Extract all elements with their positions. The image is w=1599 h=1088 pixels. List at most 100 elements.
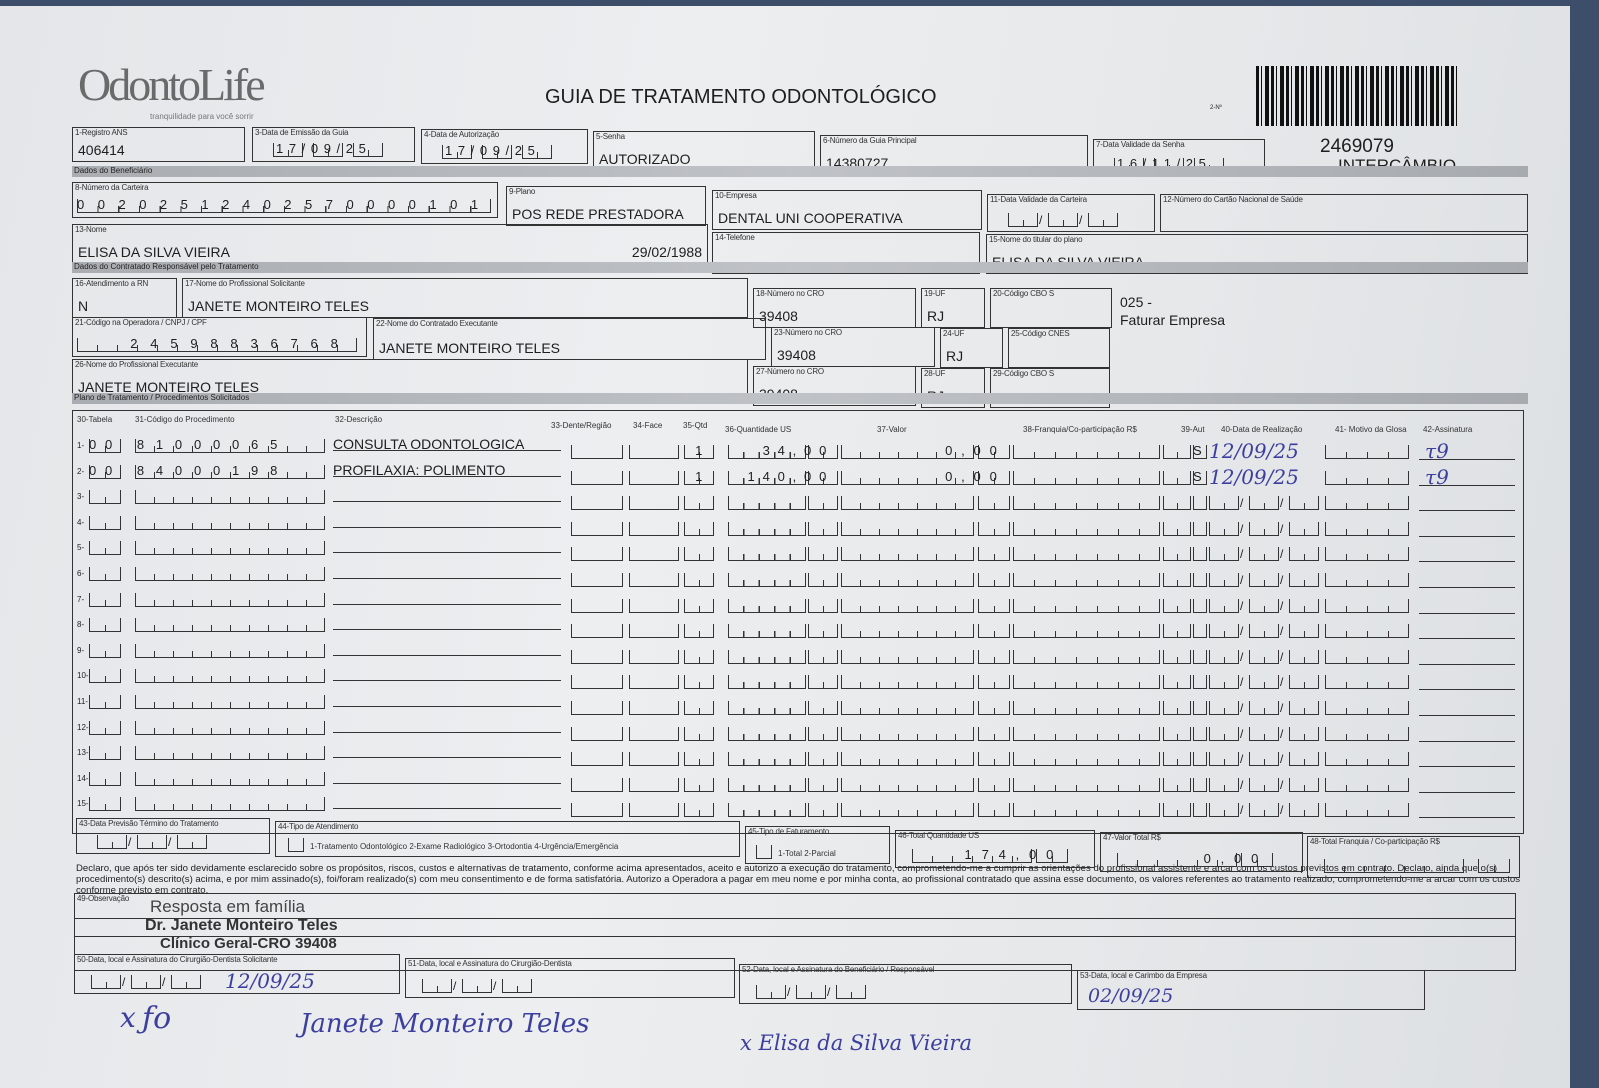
total-us-field[interactable]: 46-Total Quantidade US 174,00 [895,830,1095,868]
tooth-region[interactable] [571,470,623,485]
face[interactable] [629,701,679,715]
procedure-code[interactable] [135,669,325,684]
procedure-code[interactable] [135,746,325,761]
company-stamp-field[interactable]: 53-Data, local e Carimbo da Empresa 02/09… [1077,970,1425,1010]
copay-int[interactable] [1013,649,1160,664]
authorization-date-field-value-part[interactable] [522,145,552,159]
value-dec[interactable] [978,496,1010,511]
gloss-reason[interactable] [1325,521,1409,536]
authorized[interactable] [1193,496,1207,511]
authorized[interactable] [1193,752,1207,767]
value-dec[interactable] [978,445,1010,459]
copay-dec[interactable] [1163,598,1191,613]
gloss-reason[interactable] [1325,803,1409,818]
us-quantity-dec[interactable] [808,470,838,485]
realization-date-part[interactable] [1249,701,1279,715]
us-quantity-int[interactable] [728,701,806,715]
quantity[interactable] [684,496,714,511]
card-validity-field-value-part[interactable] [1008,213,1038,227]
us-quantity-int[interactable] [728,521,806,536]
beneficiary-signature-field[interactable]: 52-Data, local e Assinatura do Beneficiá… [739,964,1072,1004]
authorization-date-field-value-part[interactable] [442,145,472,159]
service-type-box[interactable] [288,838,304,852]
copay-int[interactable] [1013,496,1160,511]
procedure-code[interactable] [135,797,325,812]
realization-date-part[interactable] [1289,624,1319,639]
realization-date-part[interactable] [1209,803,1239,818]
realization-date-part[interactable] [1289,752,1319,767]
gloss-reason[interactable] [1325,573,1409,587]
us-quantity-dec[interactable] [808,649,838,664]
us-quantity-dec[interactable] [808,547,838,562]
us-quantity-dec[interactable] [808,496,838,511]
total-copay-field[interactable]: 48-Total Franquia / Co-participação R$ [1307,836,1520,878]
face[interactable] [629,598,679,613]
copay-int[interactable] [1013,547,1160,562]
observation-field[interactable]: 49-Observação [74,893,1516,971]
emission-date-field-value-part[interactable] [313,143,343,157]
authorized[interactable] [1193,624,1207,639]
tooth-region[interactable] [571,445,623,459]
gloss-reason[interactable] [1325,598,1409,613]
cns-field[interactable]: 12-Número do Cartão Nacional de Saúde [1160,194,1528,232]
realization-date-part[interactable] [1249,803,1279,818]
realization-date-part[interactable] [1249,598,1279,613]
tooth-region[interactable] [571,496,623,511]
copay-dec[interactable] [1163,445,1191,459]
total-value-dec[interactable] [1241,853,1273,867]
table-code[interactable] [89,771,121,786]
us-quantity-int[interactable] [728,777,806,792]
authorization-date-field-value-part[interactable] [482,145,512,159]
cro-23-field[interactable]: 23-Número no CRO 39408 [771,327,935,367]
face[interactable] [629,573,679,587]
quantity[interactable] [684,573,714,587]
face[interactable] [629,547,679,562]
copay-dec[interactable] [1163,624,1191,639]
us-quantity-int[interactable] [728,649,806,664]
total-copay-dec[interactable] [1478,859,1510,873]
uf-24-field[interactable]: 24-UF RJ [940,328,1003,368]
face[interactable] [629,470,679,485]
forecast-date-field[interactable]: 43-Data Previsão Término do Tratamento / / [76,818,270,854]
total-value-int[interactable] [1117,853,1237,867]
gloss-reason[interactable] [1325,649,1409,664]
procedure-code[interactable] [135,464,325,479]
us-quantity-int[interactable] [728,624,806,639]
realization-date-part[interactable] [1249,649,1279,664]
realization-date-part[interactable] [1209,521,1239,536]
us-quantity-int[interactable] [728,496,806,511]
card-validity-field[interactable]: 11-Data Validade da Carteira / / [987,194,1155,232]
us-quantity-dec[interactable] [808,803,838,818]
us-quantity-int[interactable] [728,752,806,767]
value-dec[interactable] [978,726,1010,741]
table-code[interactable] [89,567,121,581]
value-int[interactable] [841,701,974,715]
authorized[interactable] [1193,445,1207,459]
value-dec[interactable] [978,624,1010,639]
emission-date-field-value-part[interactable] [273,143,303,157]
copay-int[interactable] [1013,803,1160,818]
copay-int[interactable] [1013,470,1160,485]
realization-date-part[interactable] [1249,777,1279,792]
value-int[interactable] [841,521,974,536]
beneficiary-date-part[interactable] [836,985,866,999]
value-dec[interactable] [978,777,1010,792]
table-code[interactable] [89,515,121,530]
requesting-dentist-date-boxes-part[interactable] [131,975,161,989]
copay-dec[interactable] [1163,726,1191,741]
quantity[interactable] [684,470,714,485]
us-quantity-int[interactable] [728,445,806,459]
realization-date-part[interactable] [1209,624,1239,639]
table-code[interactable] [89,797,121,812]
value-dec[interactable] [978,547,1010,562]
table-code[interactable] [89,464,121,479]
copay-int[interactable] [1013,598,1160,613]
value-dec[interactable] [978,573,1010,587]
executing-contractor-field[interactable]: 22-Nome do Contratado Executante JANETE M… [373,318,766,360]
quantity[interactable] [684,777,714,792]
value-int[interactable] [841,803,974,818]
tooth-region[interactable] [571,521,623,536]
value-dec[interactable] [978,649,1010,664]
face[interactable] [629,675,679,690]
copay-dec[interactable] [1163,675,1191,690]
